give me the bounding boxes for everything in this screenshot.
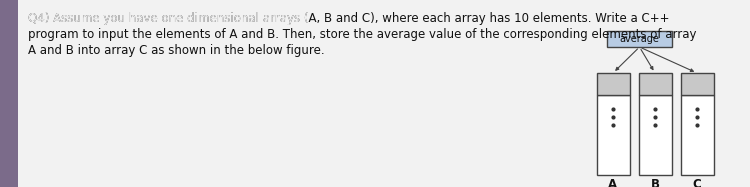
Text: C: C — [693, 178, 701, 187]
Text: A: A — [608, 178, 617, 187]
Bar — [638, 95, 671, 175]
Text: A and B into array C as shown in the below figure.: A and B into array C as shown in the bel… — [28, 44, 325, 57]
Text: Q4) Assume you have one dimensional arrays (: Q4) Assume you have one dimensional arra… — [28, 12, 308, 25]
Bar — [680, 95, 713, 175]
Text: program to input the elements of A and B. Then, store the average value of the c: program to input the elements of A and B… — [28, 28, 697, 41]
Bar — [596, 95, 629, 175]
Text: B: B — [650, 178, 659, 187]
Text: average: average — [620, 34, 659, 44]
Bar — [596, 73, 629, 95]
Bar — [0, 0, 18, 187]
Text: Q4) Assume you have one dimensional arrays (A, B and C), where each array has 10: Q4) Assume you have one dimensional arra… — [28, 12, 670, 25]
Bar — [680, 73, 713, 95]
Bar — [607, 31, 672, 47]
Bar — [638, 73, 671, 95]
